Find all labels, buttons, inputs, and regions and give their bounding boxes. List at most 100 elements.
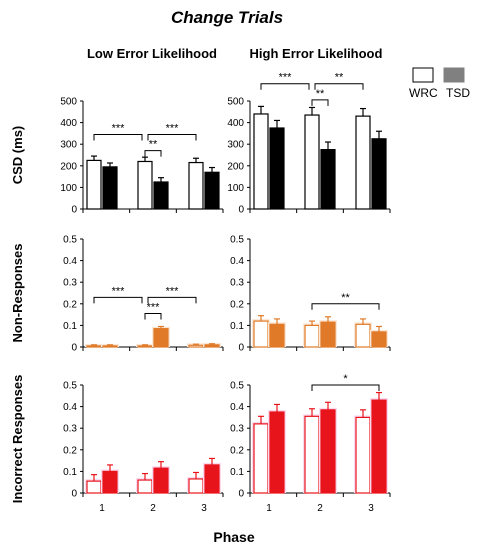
y-tick-label: 400 <box>60 118 77 129</box>
significance-bracket <box>147 296 197 304</box>
y-tick-label: 400 <box>227 118 244 129</box>
bar-wrc-2 <box>304 324 320 348</box>
bar-tsd-3 <box>204 464 220 494</box>
y-tick-label: 0.2 <box>63 299 77 310</box>
y-tick-label: 0.2 <box>230 299 244 310</box>
y-tick-label: 200 <box>227 161 244 172</box>
y-tick-label: 300 <box>60 140 77 151</box>
y-tick-label: 0.1 <box>63 321 77 332</box>
x-tick-label: 1 <box>99 503 105 514</box>
y-tick-label: 0.3 <box>63 424 77 435</box>
y-tick-label: 0 <box>238 205 244 216</box>
significance-bracket <box>147 133 197 141</box>
bar-wrc-1 <box>253 113 269 210</box>
bar-wrc-3 <box>355 323 371 348</box>
bar-wrc-3 <box>355 416 371 494</box>
significance-label: *** <box>166 285 180 297</box>
bar-tsd-3 <box>371 331 387 348</box>
panel-2-0: 0 0.1 0.2 0.3 0.4 0.5 1 2 3 Incorrect Responses <box>10 375 224 514</box>
bar-wrc-1 <box>86 345 102 348</box>
significance-bracket <box>144 313 162 320</box>
bar-tsd-3 <box>204 171 220 210</box>
y-tick-label: 0.5 <box>63 381 77 392</box>
y-tick-label: 0.4 <box>63 256 77 267</box>
significance-label: *** <box>166 122 180 134</box>
y-tick-label: 200 <box>60 161 77 172</box>
panel-1-0: 0 0.1 0.2 0.3 0.4 0.5 Non-Responses *** *** *** <box>10 235 224 354</box>
bar-tsd-2 <box>153 328 169 348</box>
bar-wrc-3 <box>188 344 204 348</box>
significance-bracket <box>311 99 329 106</box>
legend-label-tsd: TSD <box>446 86 470 100</box>
x-tick-label: 2 <box>150 503 156 514</box>
legend: WRC TSD <box>409 67 470 100</box>
significance-bracket <box>260 83 310 90</box>
y-tick-label: 0 <box>71 205 77 216</box>
significance-label: *** <box>279 72 293 84</box>
panel-2-1: 0 0.1 0.2 0.3 0.4 0.5 1 2 3 * <box>230 373 391 514</box>
bar-tsd-3 <box>371 138 387 210</box>
bar-tsd-2 <box>320 149 336 210</box>
y-tick-label: 0.1 <box>230 321 244 332</box>
significance-bracket <box>311 384 380 391</box>
significance-label: *** <box>147 302 161 314</box>
panel-1-1: 0 0.1 0.2 0.3 0.4 0.5 ** <box>230 235 391 354</box>
x-tick-label: 3 <box>368 503 374 514</box>
bar-tsd-1 <box>102 345 118 348</box>
y-tick-label: 0 <box>238 489 244 500</box>
significance-label: *** <box>112 122 126 134</box>
y-axis-label: Non-Responses <box>10 244 25 343</box>
significance-bracket <box>311 303 380 310</box>
y-tick-label: 100 <box>60 183 77 194</box>
y-tick-label: 0 <box>71 489 77 500</box>
y-tick-label: 0.5 <box>230 235 244 246</box>
significance-label: ** <box>335 72 344 84</box>
y-tick-label: 0.1 <box>230 467 244 478</box>
y-tick-label: 0.4 <box>63 402 77 413</box>
legend-label-wrc: WRC <box>409 86 438 100</box>
bar-tsd-1 <box>102 166 118 210</box>
y-tick-label: 300 <box>227 140 244 151</box>
significance-label: ** <box>341 292 350 304</box>
bar-wrc-1 <box>253 320 269 348</box>
bar-wrc-2 <box>304 415 320 494</box>
y-tick-label: 0 <box>71 343 77 354</box>
y-axis-label: CSD (ms) <box>10 126 25 185</box>
column-title-high: High Error Likelihood <box>250 46 383 61</box>
bar-wrc-3 <box>188 478 204 494</box>
bar-tsd-3 <box>204 344 220 348</box>
bar-wrc-3 <box>355 115 371 210</box>
significance-label: *** <box>112 285 126 297</box>
y-tick-label: 0 <box>238 343 244 354</box>
column-title-low: Low Error Likelihood <box>87 46 217 61</box>
bar-tsd-2 <box>153 181 169 210</box>
bar-tsd-2 <box>153 467 169 494</box>
y-tick-label: 0.5 <box>63 235 77 246</box>
y-tick-label: 0.3 <box>230 424 244 435</box>
y-tick-label: 500 <box>60 97 77 108</box>
y-tick-label: 100 <box>227 183 244 194</box>
bar-tsd-3 <box>371 399 387 494</box>
bar-tsd-1 <box>269 127 285 210</box>
bar-tsd-2 <box>320 409 336 494</box>
bar-tsd-1 <box>102 470 118 494</box>
legend-swatch-wrc <box>412 67 434 83</box>
figure-title: Change Trials <box>171 8 283 27</box>
bar-tsd-1 <box>269 411 285 494</box>
y-tick-label: 0.4 <box>230 402 244 413</box>
bar-wrc-1 <box>86 159 102 210</box>
y-axis-label: Incorrect Responses <box>10 375 25 504</box>
bar-wrc-2 <box>137 160 153 210</box>
significance-label: ** <box>149 139 158 151</box>
significance-bracket <box>93 296 143 304</box>
y-tick-label: 0.5 <box>230 381 244 392</box>
bar-tsd-1 <box>269 323 285 348</box>
x-tick-label: 2 <box>317 503 323 514</box>
y-tick-label: 0.2 <box>63 445 77 456</box>
significance-label: ** <box>316 88 325 100</box>
bar-wrc-2 <box>137 345 153 348</box>
